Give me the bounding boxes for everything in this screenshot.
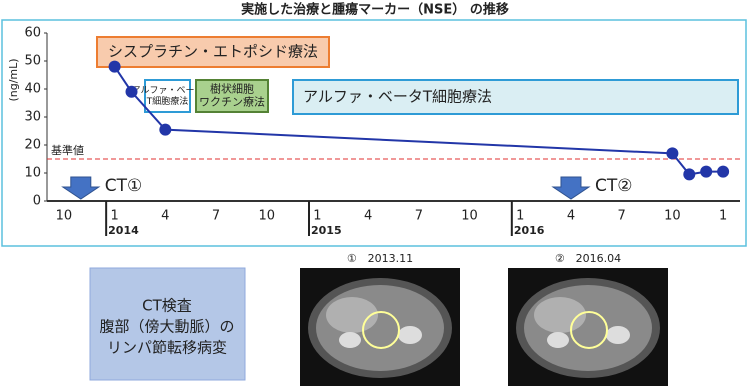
y-axis-label: (ng/mL) <box>7 58 20 101</box>
image-caption: ① 2013.11 <box>347 252 413 265</box>
treatment-box <box>144 79 191 113</box>
ct-label: CT② <box>595 176 633 196</box>
x-tick-label: 1 <box>110 209 118 224</box>
y-tick-label: 0 <box>33 194 41 209</box>
x-tick-label: 1 <box>719 209 727 224</box>
y-tick-label: 50 <box>24 54 41 69</box>
x-tick-label: 7 <box>618 209 626 224</box>
ct-info-text: 腹部（傍大動脈）の <box>99 318 234 336</box>
ct-arrow <box>61 176 101 200</box>
treatment-label: T細胞療法 <box>146 95 189 107</box>
treatment-box <box>292 79 739 115</box>
data-point <box>108 60 121 73</box>
image-caption: ② 2016.04 <box>555 252 621 265</box>
treatment-label: シスプラチン・エトポシド療法 <box>108 43 318 61</box>
y-tick-label: 40 <box>24 82 41 97</box>
year-label: 2014 <box>108 224 139 237</box>
x-tick-label: 4 <box>161 209 169 224</box>
y-tick-label: 30 <box>24 110 41 125</box>
data-point <box>159 123 172 136</box>
data-point <box>700 165 713 178</box>
x-tick-label: 10 <box>461 209 478 224</box>
y-tick-label: 20 <box>24 138 41 153</box>
data-point <box>717 165 730 178</box>
data-point <box>683 168 696 181</box>
x-tick-label: 10 <box>56 209 73 224</box>
treatment-label: 樹状細胞 <box>210 82 254 96</box>
ct-image <box>300 268 460 386</box>
x-tick-label: 7 <box>212 209 220 224</box>
x-tick-label: 1 <box>516 209 524 224</box>
treatment-label: ワクチン療法 <box>199 95 265 109</box>
x-tick-label: 1 <box>313 209 321 224</box>
year-label: 2015 <box>311 224 342 237</box>
data-point <box>666 147 679 160</box>
data-point <box>125 85 138 98</box>
x-tick-label: 4 <box>364 209 372 224</box>
x-tick-label: 4 <box>567 209 575 224</box>
x-tick-label: 7 <box>415 209 423 224</box>
x-tick-label: 10 <box>664 209 681 224</box>
ct-info-text: リンパ節転移病変 <box>107 339 227 357</box>
treatment-label: アルファ・ベータT細胞療法 <box>303 88 492 106</box>
y-tick-label: 60 <box>24 26 41 41</box>
ct-label: CT① <box>105 176 142 196</box>
year-label: 2016 <box>514 224 545 237</box>
treatment-box <box>96 36 330 68</box>
treatment-label: アルファ・ベータ <box>132 85 204 96</box>
ct-info-text: CT検査 <box>142 297 192 315</box>
reference-label: 基準値 <box>51 143 84 157</box>
y-tick-label: 10 <box>24 166 41 181</box>
ct-image <box>508 268 668 386</box>
ct-info-box <box>89 267 246 381</box>
treatment-box <box>195 79 269 113</box>
ct-arrow <box>551 176 591 200</box>
x-tick-label: 10 <box>258 209 275 224</box>
chart-title: 実施した治療と腫瘍マーカー（NSE） の推移 <box>241 2 509 18</box>
